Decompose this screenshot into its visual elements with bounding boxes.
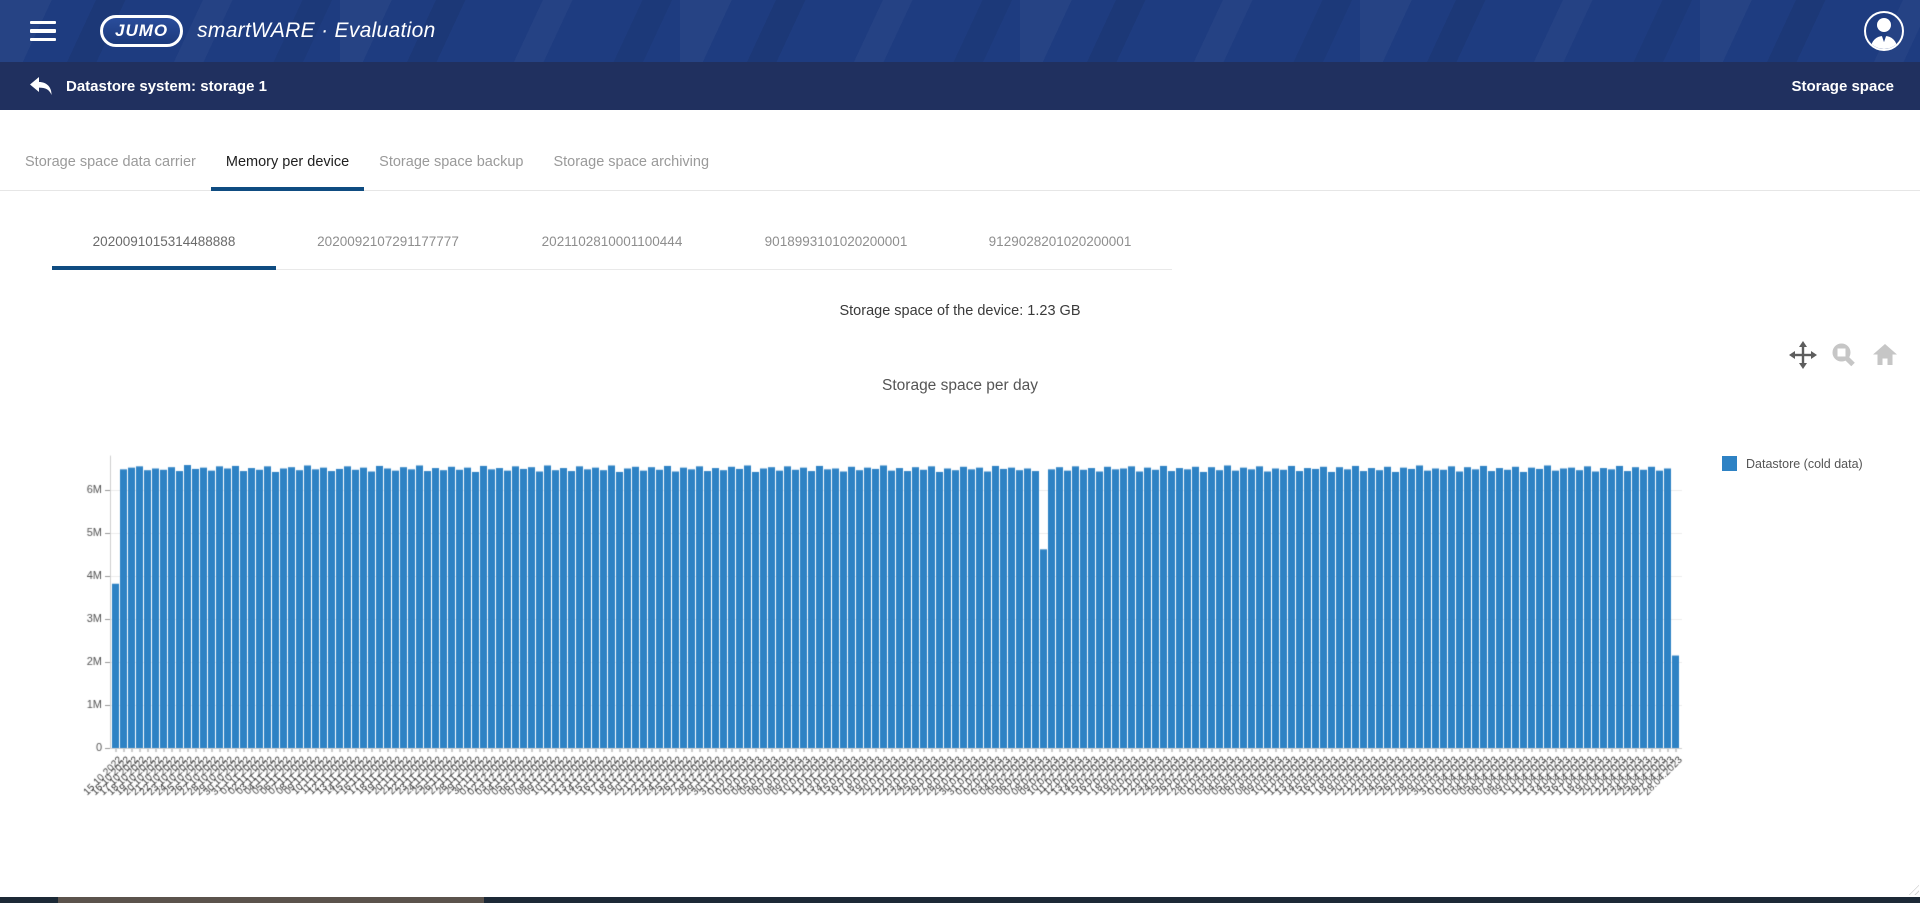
horizontal-scrollbar-thumb[interactable] (58, 897, 484, 903)
resize-grip-icon[interactable] (1906, 882, 1919, 895)
legend-swatch (1722, 456, 1737, 471)
device-tab-2020092107291177777[interactable]: 2020092107291177777 (317, 233, 459, 249)
page-subheader: Datastore system: storage 1 Storage spac… (0, 62, 1920, 110)
jumo-logo-text: JUMO (115, 21, 169, 40)
tab-storage-space-backup[interactable]: Storage space backup (379, 154, 524, 170)
back-arrow-icon[interactable] (28, 75, 54, 97)
reset-home-tool-icon[interactable] (1870, 340, 1900, 370)
app-header: JUMO smartWARE · Evaluation (0, 0, 1920, 62)
chart-title: Storage space per day (882, 377, 1038, 394)
device-tabs: 2020091015314488888 2020092107291177777 20… (52, 192, 1172, 270)
main-tabs: Storage space data carrier Memory per dev… (0, 110, 1920, 191)
section-label: Storage space (1791, 77, 1894, 95)
box-zoom-tool-icon[interactable] (1829, 340, 1859, 370)
product-title: smartWARE · Evaluation (197, 19, 436, 42)
horizontal-scrollbar-track[interactable] (0, 897, 1920, 903)
device-tab-9018993101020200001[interactable]: 9018993101020200001 (764, 233, 908, 249)
jumo-logo: JUMO (100, 15, 184, 47)
plot-toolbar (1788, 340, 1900, 370)
legend-label: Datastore (cold data) (1746, 456, 1863, 471)
user-avatar-icon[interactable] (1864, 11, 1904, 51)
tab-memory-per-device[interactable]: Memory per device (210, 134, 365, 191)
device-tab-9129028201020200001[interactable]: 9129028201020200001 (988, 233, 1132, 249)
device-tab-2020091015314488888[interactable]: 2020091015314488888 (52, 213, 276, 270)
chart-legend: Datastore (cold data) (1722, 456, 1863, 471)
device-tab-2021102810001100444[interactable]: 2021102810001100444 (541, 233, 683, 249)
hamburger-menu-icon[interactable] (30, 21, 56, 41)
tab-storage-space-archiving[interactable]: Storage space archiving (553, 154, 710, 170)
page-title: Datastore system: storage 1 (66, 77, 267, 95)
pan-tool-icon[interactable] (1788, 340, 1818, 370)
tab-storage-space-data-carrier[interactable]: Storage space data carrier (25, 154, 196, 170)
storage-bar-chart[interactable] (60, 430, 1760, 830)
device-storage-info: Storage space of the device: 1.23 GB (839, 303, 1081, 319)
